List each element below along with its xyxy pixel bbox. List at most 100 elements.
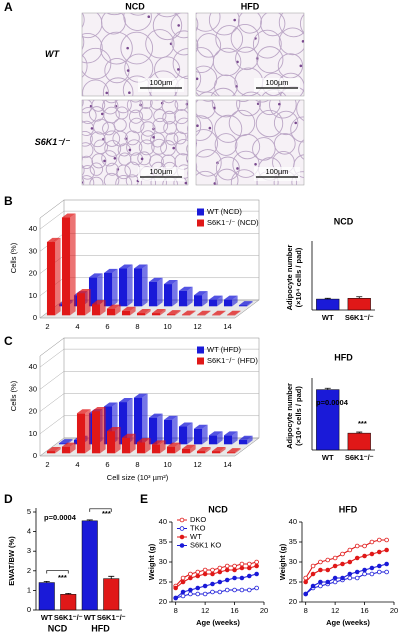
bar [223,435,233,445]
x-axis-label: Age (weeks) [196,618,240,627]
cell [156,13,178,18]
x-tick-label: 8 [174,606,178,615]
bar-side [172,415,178,445]
x-tick-label: 8 [135,322,139,331]
marker [325,567,331,573]
cell [101,150,118,167]
legend-marker [179,517,185,523]
nucleus [172,146,175,150]
cell [82,79,109,96]
bar-top [76,409,91,414]
cell [145,29,175,59]
marker [347,547,353,553]
cell [214,133,238,156]
y-tick-label: 30 [29,384,37,393]
cell [252,137,276,161]
panel-letter: D [4,492,13,506]
bar-top [106,304,121,309]
cell [139,100,153,109]
legend-marker [179,534,185,540]
cell [153,100,161,101]
y-tick-label: 10 [29,291,37,300]
bar [76,413,86,454]
bar-side [202,424,208,445]
bar [223,299,233,307]
cells [65,100,188,185]
marker [369,565,375,571]
marker [332,555,338,561]
cell [256,46,284,74]
marker [347,559,353,565]
marker [202,583,208,589]
cell [278,13,304,38]
y-tick-label: 35 [159,537,167,546]
nucleus [294,121,298,125]
cell [171,30,188,56]
column-label: NCD [125,1,145,11]
nucleus [254,163,257,166]
marker [318,559,323,565]
nucleus [128,91,131,94]
bar [196,451,206,454]
nucleus [126,69,130,72]
marker [310,563,316,569]
marker [369,571,375,577]
x-axis-label: Age (weeks) [326,618,370,627]
y-tick-label: 40 [29,224,37,233]
bar [91,304,101,316]
annotation: *** [58,573,67,582]
bar-top [193,291,208,296]
bar-top [196,310,211,315]
nucleus [299,64,303,68]
marker [195,585,201,591]
scale-bar-label: 100µm [265,167,288,176]
cell [215,168,239,185]
cell [152,13,183,41]
marker [173,585,178,591]
cell [212,47,242,77]
cell [161,100,179,115]
bracket [46,570,69,574]
cell [89,131,106,148]
y-tick-label: 4 [27,527,31,536]
cell [128,109,144,124]
nucleus [278,102,281,106]
y-axis-label: Weight (g) [278,543,287,580]
bar-top [181,310,196,315]
bar-top [163,415,178,420]
marker [303,591,308,597]
y-tick-label: 3 [27,546,31,555]
y-tick-label: 40 [29,362,37,371]
marker [384,537,389,543]
cell [196,129,218,158]
nucleus [103,159,106,163]
cell [230,24,260,53]
cell [65,118,81,134]
marker [217,579,223,585]
cell [130,100,142,103]
bar-top [223,431,238,436]
cell [187,114,188,120]
series-line [175,587,257,599]
bar-side [247,301,253,307]
bar-side [232,295,238,307]
marker [362,571,367,577]
group-label: NCD [48,623,68,633]
cell [202,100,215,102]
series-line [175,561,257,587]
bar-side [100,300,106,316]
axis-line [39,199,65,219]
chart-title: HFD [339,504,358,514]
cell [305,54,328,77]
bar [121,310,131,316]
x-tick-label: 2 [45,460,49,469]
cell [306,93,328,115]
cell [255,109,284,138]
marker [217,569,223,575]
cell [196,149,222,177]
panel-letter: B [4,194,13,208]
bar-side [115,427,121,454]
nucleus [184,181,188,185]
marker [384,569,389,575]
y-tick-label: 30 [289,557,297,566]
